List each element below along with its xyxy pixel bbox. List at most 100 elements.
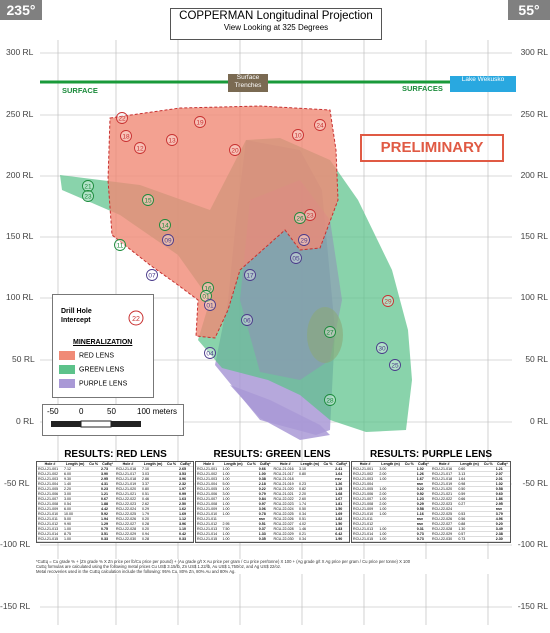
table-row: RCU-21-012 9.90 1.29 RCU-22-027 0.28 3.96	[37, 521, 193, 527]
drill-hole-22-red: 22	[116, 112, 128, 124]
table-cell: 1.00	[221, 476, 246, 482]
table-cell: 0.67	[100, 496, 115, 502]
drill-hole-circle	[241, 314, 253, 326]
results-purple-title: RESULTS: PURPLE LENS	[369, 449, 493, 460]
table-cell: 0.99	[177, 491, 193, 497]
drill-hole-number: 11	[117, 242, 124, 249]
table-cell: 2.38	[494, 531, 510, 537]
table-cell	[165, 481, 178, 487]
table-row: RCU-21-007 1.00 1.23 RCU-22-022 0.66 1.86	[352, 496, 510, 502]
table-cell	[87, 486, 100, 492]
table-cell	[402, 521, 416, 527]
results-green-col-4: Hole #	[272, 462, 298, 467]
table-cell: RCU-21-017	[430, 471, 458, 477]
drill-hole-number: 10	[294, 132, 302, 139]
table-cell: 10.00	[63, 511, 88, 517]
axis-label-right-150: 150 RL	[520, 231, 548, 241]
table-cell: RCU-21-016	[430, 466, 458, 472]
table-cell: 1.94	[100, 516, 115, 522]
table-cell: RCU-21-010	[196, 511, 222, 517]
table-cell	[165, 486, 178, 492]
results-green-body: RCU-21-001 1.00 0.66 RCU-21-016 3.10 2.41 RCU-…	[196, 466, 349, 542]
table-cell	[245, 536, 258, 542]
table-row: RCU-21-010 1.00 1.16 RCU-22-025 0.53 3.79	[352, 511, 510, 517]
table-cell: RCU-21-014	[352, 531, 379, 537]
table-cell	[87, 511, 100, 517]
table-cell	[245, 486, 258, 492]
table-cell: 1.00	[378, 476, 403, 482]
drill-hole-number: 15	[144, 197, 152, 204]
table-cell	[245, 476, 258, 482]
table-cell	[245, 531, 258, 537]
table-cell: 3.79	[494, 511, 510, 517]
table-cell: 0.92	[415, 491, 431, 497]
table-cell	[378, 521, 403, 527]
table-row: RCU-21-003 9.30 2.95 RCU-21-018 2.86 3.96	[37, 476, 193, 482]
table-cell	[245, 516, 258, 522]
table-cell: nsv	[415, 521, 431, 527]
drill-hole-20-red: 20	[229, 144, 241, 156]
results-purple-col-1: Length (m)	[378, 462, 403, 467]
table-cell: 0.54	[63, 501, 88, 507]
drill-hole-number: 22	[118, 115, 126, 122]
table-row: RCU-21-003 1.00 1.67 RCU-21-018 1.64 2.01	[352, 476, 510, 482]
drill-hole-05-purple: 05	[290, 252, 302, 264]
table-cell	[321, 476, 335, 482]
table-cell: 3.49	[494, 526, 510, 532]
table-cell: RCU-22-023	[430, 501, 458, 507]
scale-bar: -50 0 50 100 meters	[42, 404, 184, 436]
table-cell: 4.42	[100, 506, 115, 512]
table-cell: 1.69	[334, 511, 349, 517]
table-cell: 1.00	[378, 496, 403, 502]
table-cell: 2.95	[494, 501, 510, 507]
legend-label-purple: PURPLE LENS	[79, 380, 128, 388]
table-cell: 5.00	[221, 481, 246, 487]
table-cell	[481, 501, 495, 507]
drill-hole-number: 14	[161, 222, 169, 229]
table-cell: RCU-22-030	[272, 536, 298, 542]
table-row: RCU-21-014 8.75 3.51 RCU-22-029 0.94 0.42	[37, 531, 193, 537]
table-cell: 3.06	[257, 506, 273, 512]
table-cell: RCU-21-001	[352, 466, 379, 472]
results-purple-col-2: Cu %	[402, 462, 416, 467]
drill-hole-circle	[134, 142, 146, 154]
table-cell: 1.26	[415, 471, 431, 477]
table-cell: RCU-21-019	[272, 481, 298, 487]
drill-hole-13-red: 13	[166, 134, 178, 146]
table-cell: 2.32	[177, 481, 193, 487]
table-cell: RCU-21-007	[352, 496, 379, 502]
table-cell	[165, 521, 178, 527]
table-cell: 2.00	[378, 471, 403, 477]
table-cell: 5.00	[63, 516, 88, 522]
table-cell	[165, 536, 178, 542]
drill-hole-circle	[294, 212, 306, 224]
table-cell	[402, 511, 416, 517]
table-cell: 3.10	[297, 466, 322, 472]
drill-hole-number: 26	[296, 215, 304, 222]
table-cell: 2.95	[221, 521, 246, 527]
table-cell: RCU-22-024	[430, 506, 458, 512]
table-cell	[87, 471, 100, 477]
table-cell: 1.16	[415, 511, 431, 517]
table-cell: RCU-21-002	[37, 471, 63, 477]
table-cell	[165, 526, 178, 532]
table-cell: 2.20	[297, 491, 322, 497]
table-cell: 1.23	[415, 496, 431, 502]
table-cell: 2.95	[100, 476, 115, 482]
table-cell: 0.56	[457, 516, 482, 522]
results-red-col-1: Length (m)	[63, 462, 88, 467]
preliminary-stamp: PRELIMINARY	[360, 134, 504, 162]
table-cell: 3.00	[378, 466, 403, 472]
table-cell: RCU-21-005	[37, 486, 63, 492]
table-cell: RCU-21-020	[430, 486, 458, 492]
results-green-col-1: Length (m)	[221, 462, 246, 467]
table-cell	[457, 506, 482, 512]
footnote-1: *CuEq = Cu grade % + (Zn grade % X Zn pr…	[36, 559, 411, 564]
table-cell: RCU-21-006	[37, 491, 63, 497]
table-row: RCU-21-015 1.00 0.73 RCU-22-030 0.73 2.30	[352, 536, 510, 542]
results-purple-col-6: Cu %	[481, 462, 495, 467]
drill-hole-number: 20	[231, 147, 239, 154]
table-cell	[87, 506, 100, 512]
table-cell	[378, 481, 403, 487]
table-cell: 0.33	[100, 536, 115, 542]
